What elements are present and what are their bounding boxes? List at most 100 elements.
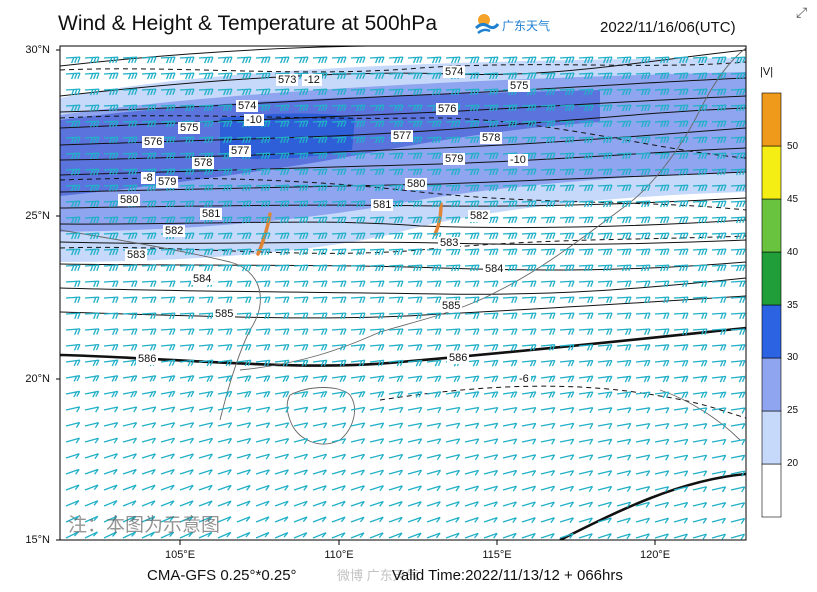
wind-barb: [464, 120, 480, 128]
wind-barb: [635, 454, 651, 461]
wind-barb: [692, 486, 708, 493]
wind-barb: [198, 500, 213, 507]
wind-barb: [597, 88, 613, 96]
wind-barb: [426, 359, 442, 367]
wind-barb: [635, 120, 651, 128]
wind-barb: [445, 312, 461, 320]
wind-barb: [426, 296, 442, 304]
wind-barb: [84, 264, 100, 272]
wind-barb: [692, 501, 708, 509]
wind-barb: [388, 104, 404, 112]
wind-barb: [350, 438, 366, 445]
wind-barb: [293, 437, 309, 445]
wind-barb: [540, 184, 556, 192]
wind-barb: [502, 104, 518, 112]
wind-barb: [692, 152, 708, 160]
wind-barb: [122, 375, 138, 382]
wind-barb: [483, 375, 499, 383]
wind-barb: [122, 104, 138, 112]
contour-label: 583: [438, 237, 461, 249]
wind-barb: [369, 184, 385, 192]
wind-barb: [388, 168, 404, 176]
wind-barb: [236, 296, 252, 304]
wind-barb: [426, 232, 442, 240]
wind-barb: [198, 484, 213, 491]
wind-barb: [103, 312, 119, 320]
wind-barb: [635, 152, 651, 160]
wind-barb: [388, 152, 404, 160]
wind-barb: [198, 264, 214, 272]
wind-barb: [388, 344, 404, 351]
wind-barb: [711, 152, 727, 160]
wind-barb: [179, 437, 195, 444]
wind-barb: [160, 468, 175, 475]
wind-barb: [369, 104, 385, 112]
wind-barb: [426, 120, 442, 128]
lon-label-120e: 120°E: [639, 549, 671, 561]
wind-barb: [331, 248, 347, 256]
wind-barb: [141, 468, 156, 475]
wind-barb: [407, 152, 423, 160]
wind-barb: [217, 484, 232, 491]
wind-barb: [122, 453, 137, 460]
wind-barb: [673, 328, 689, 336]
wind-barb: [578, 312, 594, 320]
wind-barb: [179, 406, 195, 413]
wind-barb: [103, 375, 119, 382]
wind-barb: [274, 168, 290, 176]
wind-barb: [464, 516, 479, 523]
wind-barb: [331, 184, 347, 192]
wind-barb: [103, 248, 119, 256]
wind-barb: [673, 501, 689, 508]
wind-barb: [293, 453, 309, 460]
expand-icon[interactable]: ⤢: [796, 4, 808, 20]
wind-barb: [692, 200, 708, 208]
wind-barb: [160, 200, 176, 208]
wind-barb: [217, 104, 233, 112]
wind-barb: [369, 120, 385, 128]
wind-barb: [483, 312, 499, 320]
wind-barb: [578, 264, 594, 272]
wind-barb: [65, 104, 81, 112]
wind-barb: [179, 168, 195, 176]
wind-barb: [312, 280, 328, 288]
wind-barb: [407, 248, 423, 256]
wind-barb: [730, 88, 746, 96]
wind-barb: [236, 437, 252, 444]
wind-barb: [388, 56, 404, 64]
wind-barb: [521, 359, 537, 367]
wind-barb: [673, 88, 689, 96]
wind-barb: [464, 232, 480, 240]
wind-barb: [540, 328, 556, 336]
wind-barb: [597, 248, 613, 256]
wind-barb: [730, 344, 746, 351]
wind-barb: [578, 454, 594, 461]
wind-barb: [711, 533, 727, 540]
wind-barb: [502, 264, 518, 272]
wind-barb: [730, 375, 746, 383]
wind-barb: [160, 280, 176, 288]
wind-barb: [198, 200, 214, 208]
disclaimer-watermark: 注：本图为示意图: [68, 515, 221, 536]
wind-barb: [711, 72, 727, 80]
wind-barb: [426, 88, 442, 96]
wind-barb: [673, 422, 689, 430]
wind-barb: [426, 184, 442, 192]
wind-barb: [521, 517, 536, 524]
wind-barb: [103, 453, 118, 460]
wind-barb: [236, 168, 252, 176]
wind-barb: [635, 470, 651, 477]
wind-barb: [65, 515, 80, 523]
wind-barb: [388, 516, 403, 523]
wind-barb: [388, 375, 404, 383]
wind-barb: [388, 72, 404, 80]
wind-barb: [331, 438, 347, 445]
wind-barb: [673, 216, 689, 224]
wind-barb: [730, 184, 746, 192]
wind-barb: [654, 88, 670, 96]
wind-barb: [84, 88, 100, 96]
wind-barb: [635, 375, 651, 383]
wind-barb: [578, 501, 594, 508]
wind-barb: [388, 500, 403, 507]
wind-barb: [445, 469, 461, 476]
